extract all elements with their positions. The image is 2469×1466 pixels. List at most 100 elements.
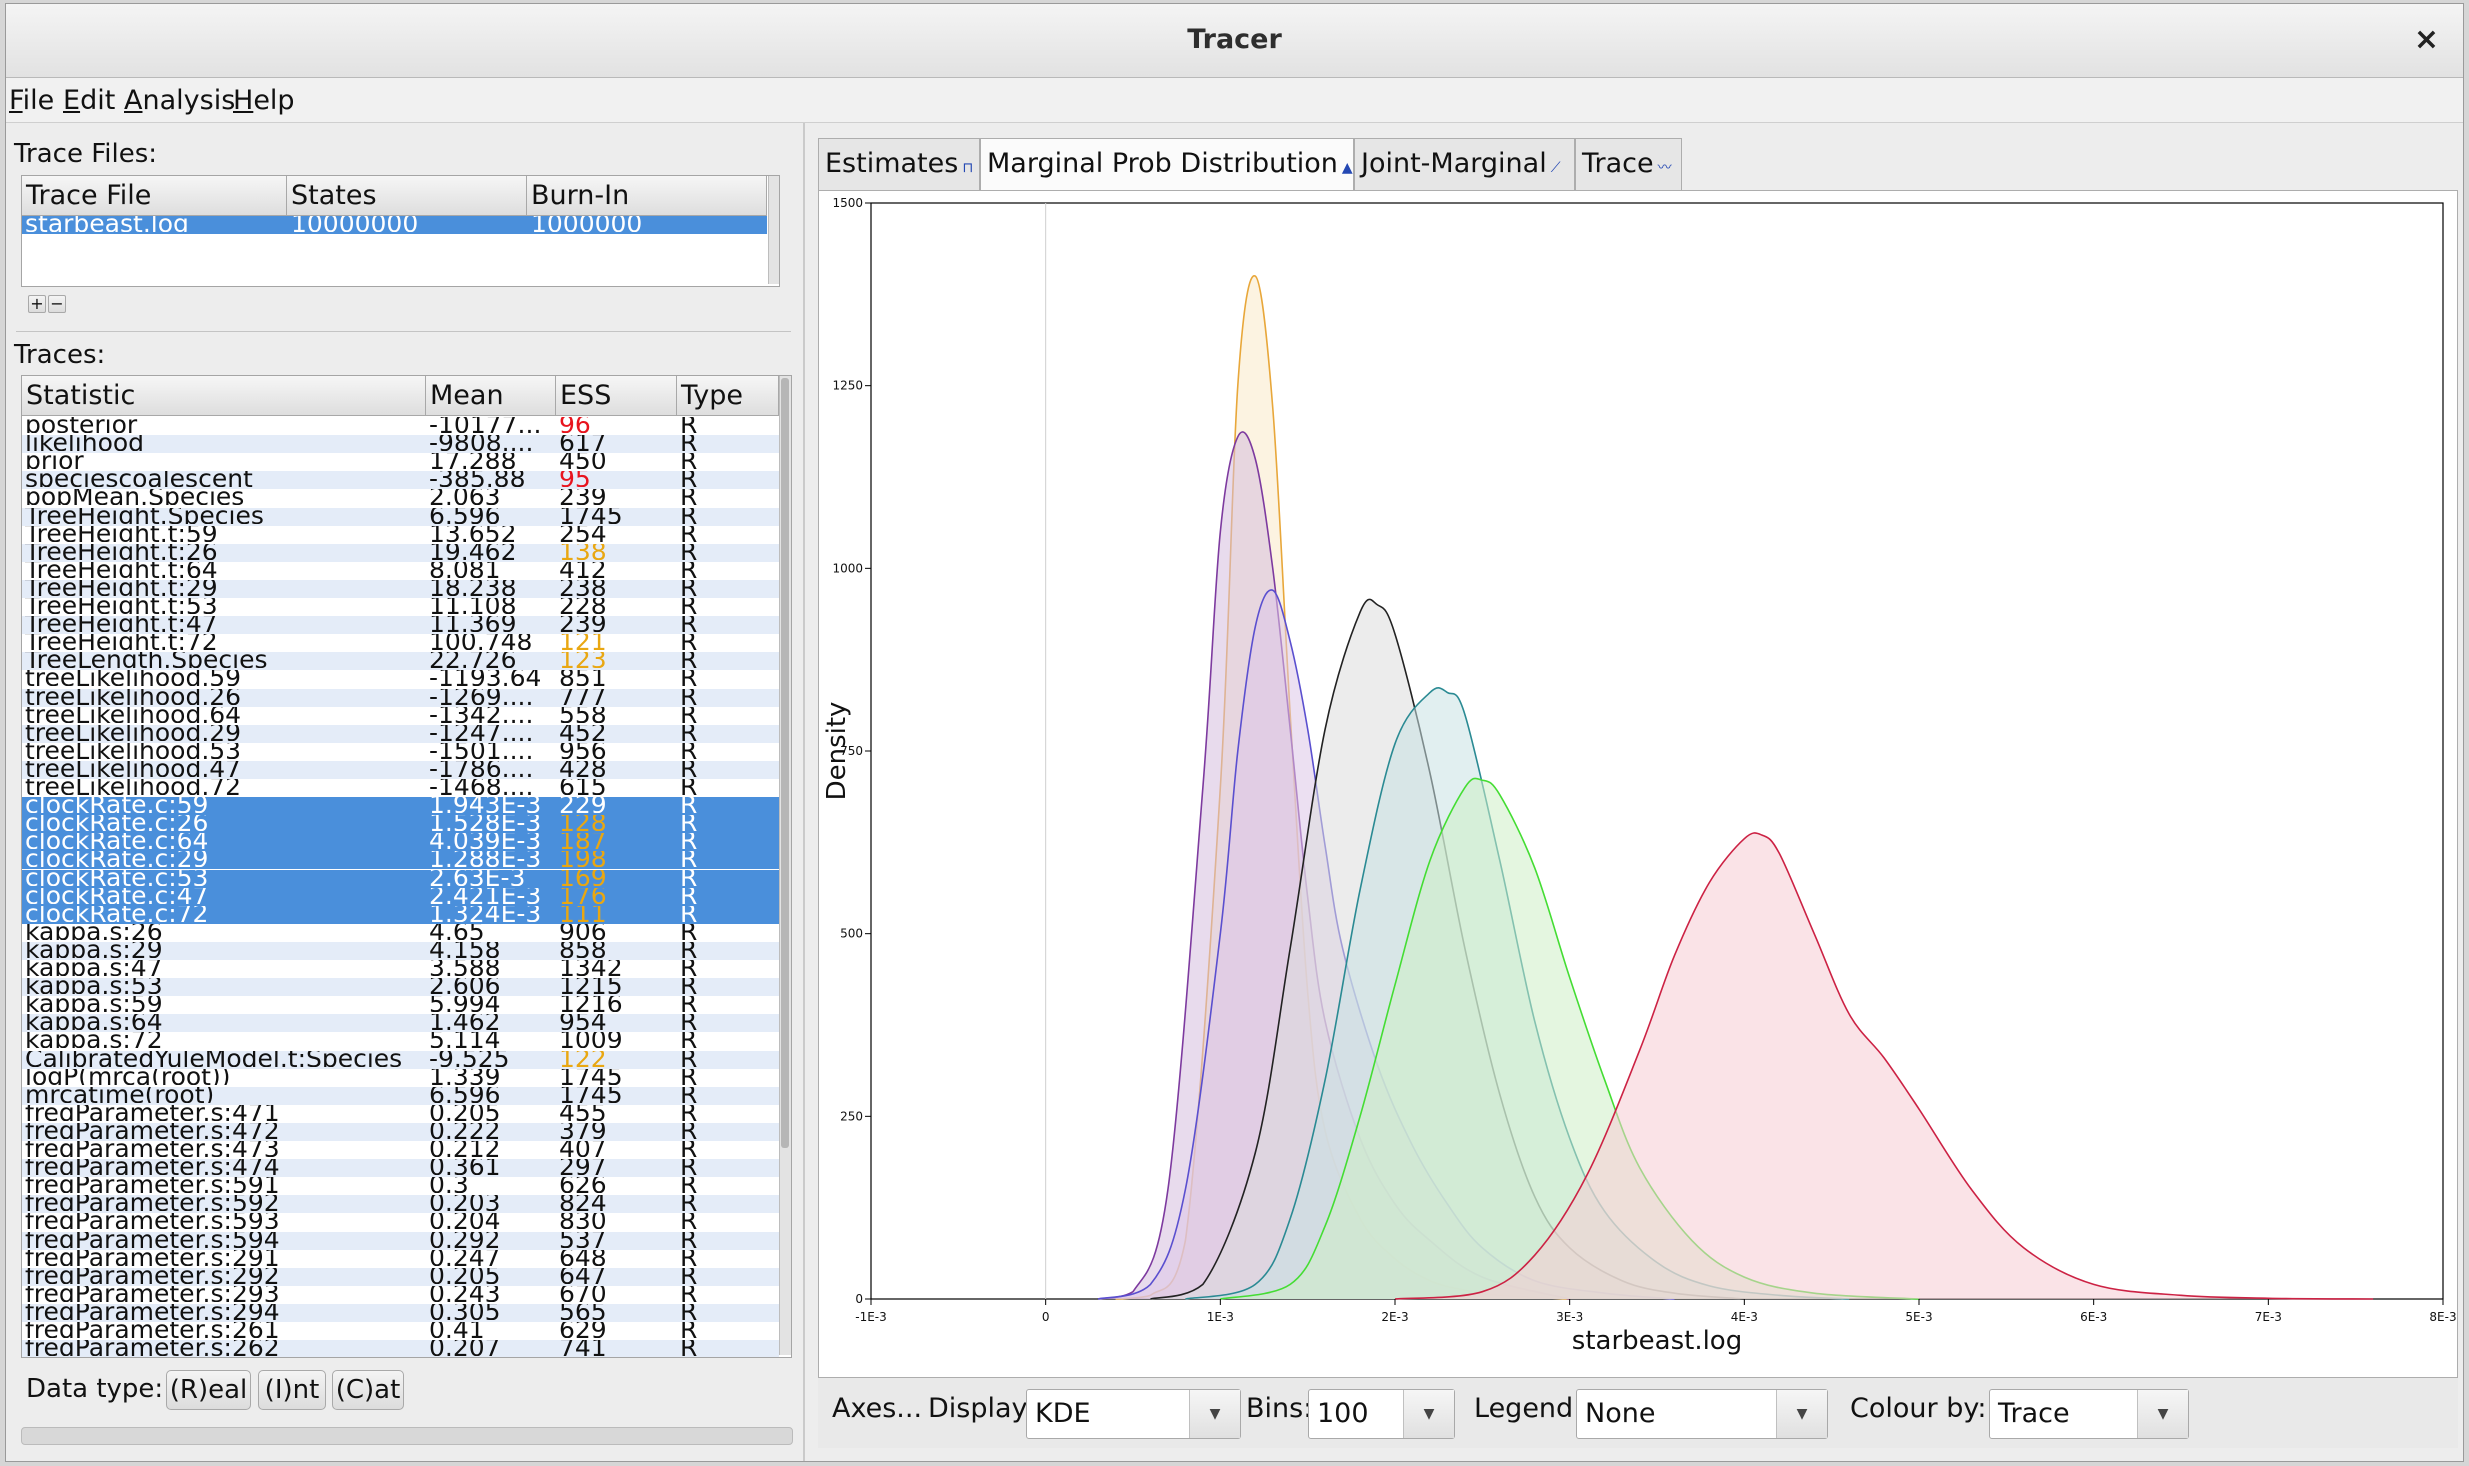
trace-type: R (680, 1195, 698, 1212)
tab-marginal-prob-distribution[interactable]: Marginal Prob Distribution ▲ (980, 138, 1354, 192)
bins-select[interactable]: 100 ▼ (1308, 1389, 1455, 1439)
traces-scroll-thumb[interactable] (781, 378, 789, 1148)
trace-row[interactable]: treeLikelihood.64 -1342.... 558 R (22, 707, 779, 725)
traces-scrollbar[interactable] (779, 376, 791, 1355)
trace-type: R (680, 616, 698, 633)
trace-row[interactable]: freqParameter.s:261 0.41 629 R (22, 1322, 779, 1340)
menu-analysis[interactable]: Analysis (124, 85, 236, 116)
trace-row[interactable]: freqParameter.s:471 0.205 455 R (22, 1105, 779, 1123)
trace-row[interactable]: prior 17.288 450 R (22, 453, 779, 471)
trace-row[interactable]: clockRate.c:47 2.421E-3 176 R (22, 887, 779, 906)
trace-ess: 96 (559, 417, 591, 433)
header-mean[interactable]: Mean (426, 376, 556, 416)
trace-row[interactable]: freqParameter.s:593 0.204 830 R (22, 1213, 779, 1231)
trace-row[interactable]: TreeHeight.t:47 11.369 239 R (22, 616, 779, 635)
trace-row[interactable]: popMean.Species 2.063 239 R (22, 489, 779, 507)
cat-type-button[interactable]: (C)at (332, 1370, 404, 1410)
trace-row[interactable]: treeLikelihood.47 -1786.... 428 R (22, 760, 779, 779)
trace-row[interactable]: kappa.s:29 4.158 858 R (22, 941, 779, 960)
left-hscrollbar[interactable] (21, 1427, 793, 1445)
trace-type: R (680, 1159, 698, 1176)
menu-help[interactable]: Help (233, 85, 295, 116)
trace-row[interactable]: freqParameter.s:472 0.222 379 R (22, 1122, 779, 1141)
trace-row[interactable]: kappa.s:26 4.65 906 R (22, 924, 779, 942)
trace-row[interactable]: freqParameter.s:291 0.247 648 R (22, 1250, 779, 1268)
trace-row[interactable]: treeLikelihood.72 -1468.... 615 R (22, 779, 779, 797)
colour-by-select[interactable]: Trace ▼ (1989, 1389, 2189, 1439)
trace-row[interactable]: kappa.s:64 1.462 954 R (22, 1014, 779, 1033)
menu-edit[interactable]: Edit (63, 85, 116, 116)
trace-ess: 615 (559, 779, 607, 795)
trace-row[interactable]: TreeHeight.Species 6.596 1745 R (22, 507, 779, 526)
header-states[interactable]: States (287, 176, 527, 216)
trace-row[interactable]: kappa.s:47 3.588 1342 R (22, 960, 779, 978)
header-trace-file[interactable]: Trace File (22, 176, 287, 216)
trace-row[interactable]: TreeHeight.t:29 18.238 238 R (22, 579, 779, 598)
axes-button[interactable]: Axes... (832, 1393, 923, 1424)
trace-type: R (680, 869, 698, 886)
trace-row[interactable]: TreeHeight.t:64 8.081 412 R (22, 562, 779, 580)
trace-row[interactable]: TreeHeight.t:26 19.462 138 R (22, 543, 779, 562)
trace-row[interactable]: clockRate.c:29 1.288E-3 198 R (22, 851, 779, 870)
panel-splitter[interactable] (803, 123, 805, 1461)
header-type[interactable]: Type (677, 376, 779, 416)
header-burn-in[interactable]: Burn-In (527, 176, 767, 216)
trace-stat: TreeHeight.t:59 (25, 525, 218, 542)
tab-joint-marginal[interactable]: Joint-Marginal ⟋ (1354, 138, 1575, 190)
trace-row[interactable]: freqParameter.s:294 0.305 565 R (22, 1303, 779, 1322)
trace-row[interactable]: CalibratedYuleModel.t:Species -9.525 122 R (22, 1050, 779, 1069)
trace-row[interactable]: freqParameter.s:262 0.207 741 R (22, 1340, 779, 1357)
tab-estimates[interactable]: Estimates ⊓ (818, 138, 980, 190)
trace-row[interactable]: clockRate.c:53 2.63E-3 169 R (22, 869, 779, 888)
trace-file-row[interactable]: starbeast.log 10000000 1000000 (22, 216, 767, 234)
int-type-button[interactable]: (I)nt (258, 1370, 326, 1410)
header-statistic[interactable]: Statistic (22, 376, 426, 416)
trace-row[interactable]: clockRate.c:59 1.943E-3 229 R (22, 797, 779, 816)
display-select[interactable]: KDE ▼ (1026, 1389, 1241, 1439)
trace-row[interactable]: kappa.s:53 2.606 1215 R (22, 978, 779, 997)
trace-row[interactable]: posterior -10177... 96 R (22, 417, 779, 435)
trace-row[interactable]: TreeLength.Species 22.726 123 R (22, 652, 779, 671)
trace-row[interactable]: freqParameter.s:474 0.361 297 R (22, 1159, 779, 1178)
trace-stat: clockRate.c:64 (25, 833, 209, 850)
trace-row[interactable]: freqParameter.s:591 0.3 626 R (22, 1177, 779, 1195)
trace-row[interactable]: clockRate.c:26 1.528E-3 128 R (22, 815, 779, 834)
real-type-button[interactable]: (R)eal (166, 1370, 251, 1410)
trace-row[interactable]: freqParameter.s:592 0.203 824 R (22, 1195, 779, 1214)
trace-row[interactable]: kappa.s:72 5.114 1009 R (22, 1032, 779, 1050)
trace-row[interactable]: treeLikelihood.53 -1501.... 956 R (22, 743, 779, 761)
trace-row[interactable]: TreeHeight.t:53 11.108 228 R (22, 598, 779, 616)
trace-row[interactable]: TreeHeight.t:59 13.652 254 R (22, 526, 779, 544)
trace-row[interactable]: speciescoalescent -385.88 95 R (22, 471, 779, 490)
trace-row[interactable]: freqParameter.s:292 0.205 647 R (22, 1267, 779, 1286)
tab-trace[interactable]: Trace 〰 (1575, 138, 1682, 190)
trace-row[interactable]: treeLikelihood.26 -1269.... 777 R (22, 688, 779, 707)
trace-type: R (680, 887, 698, 904)
trace-row[interactable]: kappa.s:59 5.994 1216 R (22, 996, 779, 1014)
trace-row[interactable]: freqParameter.s:594 0.292 537 R (22, 1231, 779, 1250)
trace-mean: -9.525 (429, 1050, 510, 1067)
trace-stat: treeLikelihood.64 (25, 706, 242, 723)
trace-row[interactable]: clockRate.c:64 4.039E-3 187 R (22, 833, 779, 852)
trace-row[interactable]: treeLikelihood.29 -1247.... 452 R (22, 724, 779, 743)
trace-row[interactable]: freqParameter.s:293 0.243 670 R (22, 1286, 779, 1304)
trace-mean: 1.943E-3 (429, 797, 542, 814)
close-icon[interactable]: × (2413, 22, 2439, 57)
add-trace-button[interactable]: + (28, 295, 46, 313)
trace-row[interactable]: TreeHeight.t:72 100.748 121 R (22, 634, 779, 652)
trace-row[interactable]: treeLikelihood.59 -1193.64 851 R (22, 670, 779, 688)
trace-stat: clockRate.c:72 (25, 905, 209, 922)
legend-select[interactable]: None ▼ (1576, 1389, 1828, 1439)
trace-ess: 169 (559, 869, 607, 886)
trace-row[interactable]: clockRate.c:72 1.324E-3 111 R (22, 905, 779, 924)
trace-row[interactable]: freqParameter.s:473 0.212 407 R (22, 1141, 779, 1159)
trace-row[interactable]: likelihood -9808.... 617 R (22, 435, 779, 454)
remove-trace-button[interactable]: − (48, 295, 66, 313)
header-ess[interactable]: ESS (556, 376, 677, 416)
trace-files-scrollbar[interactable] (768, 176, 779, 284)
trace-type: R (680, 978, 698, 995)
y-axis-label: Density (822, 702, 852, 801)
trace-row[interactable]: logP(mrca(root)) 1.339 1745 R (22, 1069, 779, 1087)
trace-row[interactable]: mrcatime(root) 6.596 1745 R (22, 1086, 779, 1105)
menu-file[interactable]: File (9, 85, 55, 116)
